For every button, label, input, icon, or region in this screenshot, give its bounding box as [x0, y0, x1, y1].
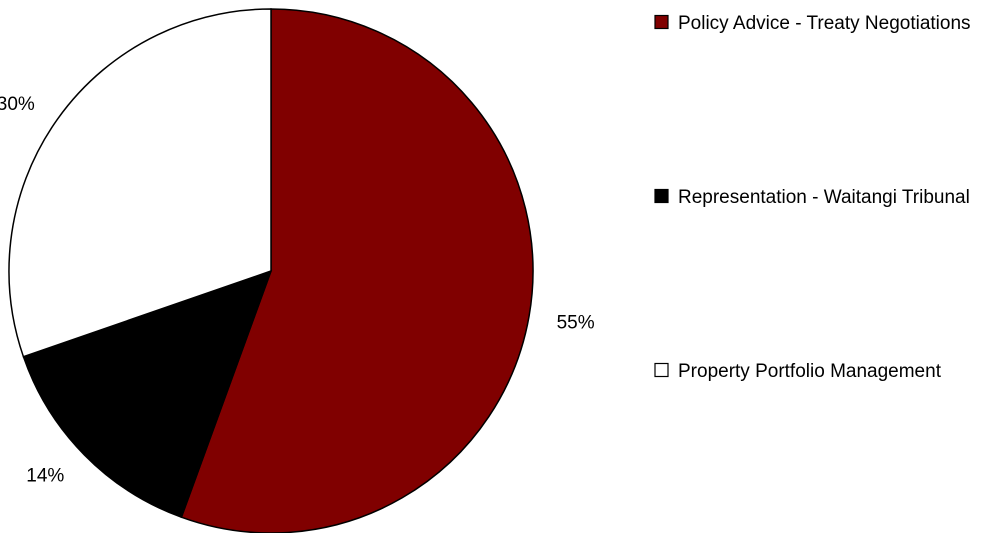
legend: Policy Advice - Treaty Negotiations Repre… [654, 13, 971, 382]
legend-label-1: Representation - Waitangi Tribunal [678, 187, 970, 208]
legend-label-2: Property Portfolio Management [678, 361, 942, 382]
pie-slice-1 [22, 269, 273, 519]
legend-item-2: Property Portfolio Management [654, 361, 942, 382]
pie-slice-2 [8, 8, 272, 358]
pie-slice-label-1: 14% [26, 465, 64, 486]
legend-label-0: Policy Advice - Treaty Negotiations [678, 13, 971, 34]
pie-slice-0 [180, 8, 534, 533]
legend-swatch-1 [654, 188, 669, 204]
legend-item-1: Representation - Waitangi Tribunal [654, 187, 970, 208]
legend-swatch-2 [654, 362, 669, 378]
pie-slice-label-0: 55% [557, 312, 595, 333]
legend-swatch-0 [654, 14, 669, 30]
pie-slice-labels: 55% 14% 30% [0, 94, 595, 487]
pie-slices [8, 8, 534, 533]
pie-slice-label-2: 30% [0, 94, 35, 115]
legend-item-0: Policy Advice - Treaty Negotiations [654, 13, 971, 34]
